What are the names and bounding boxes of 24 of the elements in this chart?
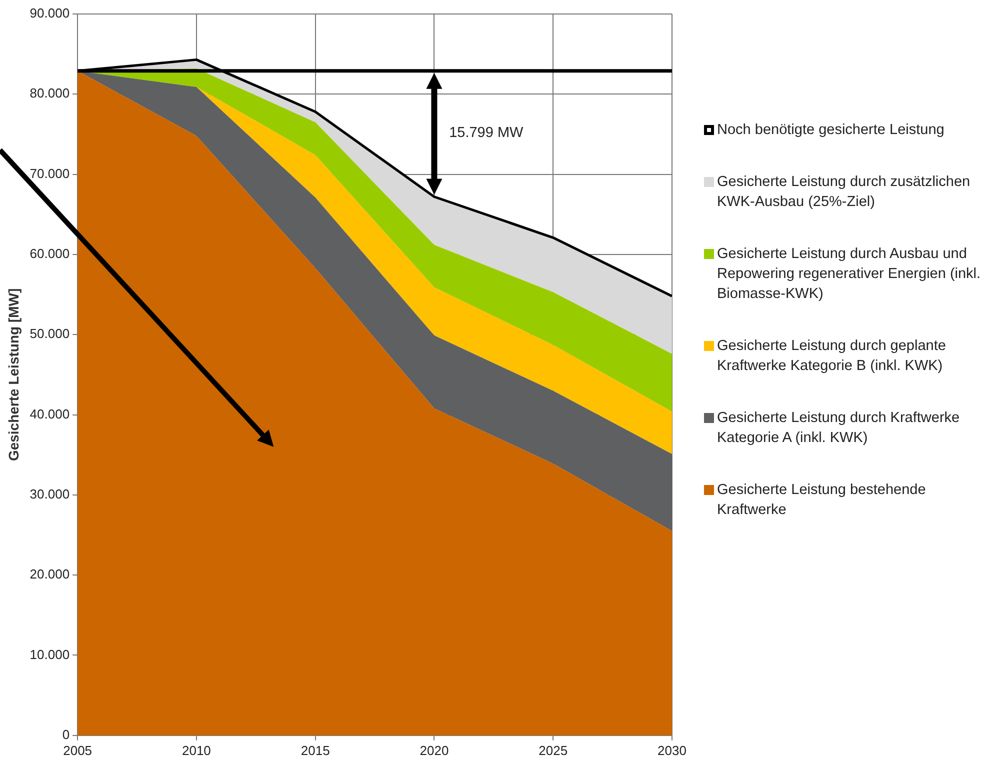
annotation: 15.799 MW	[449, 125, 524, 142]
y-tick-label: 80.000	[30, 86, 70, 101]
y-tick-label: 0	[62, 726, 70, 742]
y-tick-label: 30.000	[30, 486, 70, 502]
x-tick-label: 2030	[658, 742, 686, 758]
legend-label: Gesicherte Leistung durch Kraftwerke Kategorie A (inkl. KWK)	[717, 409, 961, 448]
y-tick-label: 10.000	[30, 646, 70, 662]
legend-label: Noch benötigte gesicherte Leistung	[717, 121, 944, 140]
legend-label: Gesicherte Leistung bestehende Kraftwerke	[717, 481, 927, 520]
x-tick-label: 2020	[420, 742, 449, 758]
legend-label: Gesicherte Leistung durch zusätzlichen KWK-Ausbau (25%-Ziel)	[717, 173, 972, 212]
x-tick-label: 2005	[63, 742, 92, 758]
y-tick-label: 60.000	[30, 246, 70, 262]
x-tick-label: 2025	[538, 742, 568, 758]
legend-label: Gesicherte Leistung durch Ausbau und Repowering regenerativer Energien (inkl. Biomasse-KWK)	[717, 245, 982, 304]
y-tick-label: 70.000	[30, 166, 70, 181]
y-tick-label: 40.000	[30, 406, 70, 422]
y-tick-label: 50.000	[30, 326, 70, 342]
legend-label: Gesicherte Leistung durch geplante Kraftwerke Kategorie B (inkl. KWK)	[717, 337, 947, 376]
x-tick-label: 2015	[300, 742, 330, 758]
x-tick-label: 2010	[182, 742, 211, 758]
y-axis-title: Gesicherte Leistung [MW]	[5, 288, 22, 462]
y-tick-label: 90.000	[30, 6, 70, 21]
y-tick-label: 20.000	[30, 566, 70, 582]
